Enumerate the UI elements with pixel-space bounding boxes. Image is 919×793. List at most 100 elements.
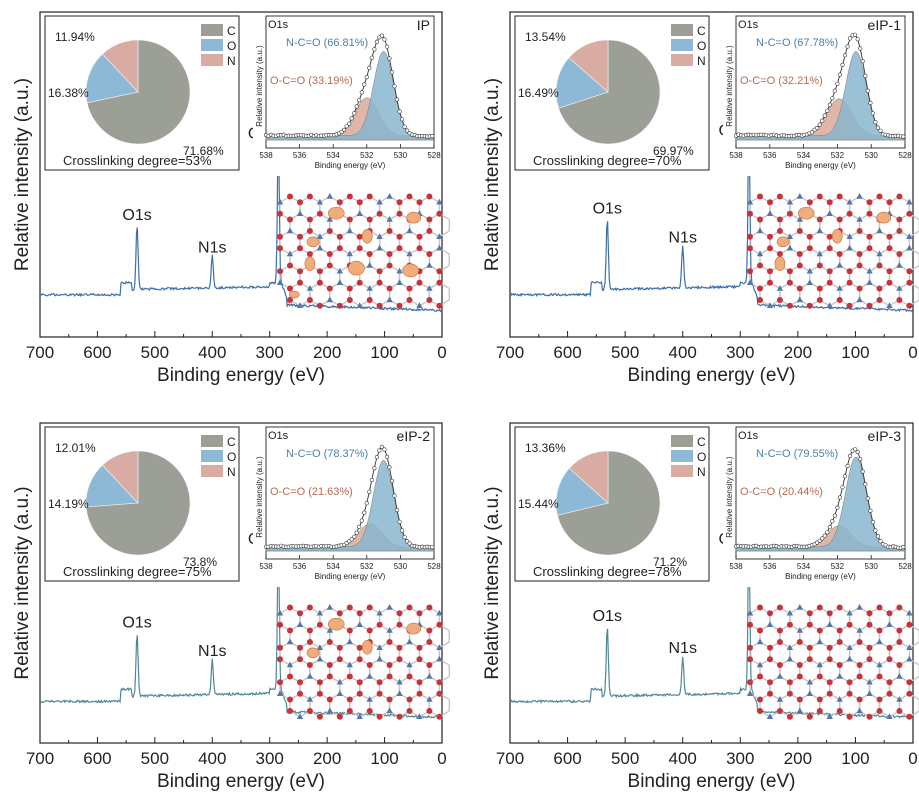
o1s-data-point [825,108,830,113]
o1s-data-point [379,33,385,38]
network-node-oxygen [767,245,773,252]
carboxyl-defect [406,211,422,224]
network-node-oxygen [396,245,403,252]
network-node-oxygen [747,679,753,686]
pie-legend-label-c: C [697,435,706,449]
o1s-data-point [379,444,385,450]
network-node-oxygen [416,233,423,240]
network-node-nitrogen [746,279,754,285]
network-node-oxygen [896,604,903,611]
network-node-oxygen [376,268,383,275]
pie-legend-swatch-o [671,450,693,462]
o1s-inset-bg [253,427,439,587]
network-node-oxygen [796,696,803,703]
network-node-nitrogen [376,198,383,205]
network-node-nitrogen [386,627,393,633]
network-node-oxygen [406,285,413,292]
network-node-oxygen [826,644,833,651]
network-node-oxygen [826,656,833,663]
network-node-nitrogen [406,227,413,234]
o1s-data-point [852,447,858,452]
network-node-oxygen [806,713,813,720]
network-node-oxygen [757,627,763,634]
carboxyl-defect [304,256,316,272]
network-node-nitrogen [756,250,764,257]
network-node-oxygen [366,662,373,668]
network-node-oxygen [796,673,803,680]
x-tick-label: 300 [256,343,284,362]
network-node-nitrogen [326,216,334,222]
network-node-oxygen [906,690,913,697]
carboxyl-defect [797,206,815,220]
pie-legend-swatch-n [201,54,223,66]
o1s-data-point [860,469,865,474]
network-node-oxygen [816,604,823,611]
network-node-oxygen [376,621,383,628]
o1s-data-point [397,519,402,524]
o1s-data-point [367,489,372,494]
network-node-nitrogen [856,604,863,610]
network-node-oxygen [306,627,313,634]
network-node-oxygen [747,644,753,651]
network-node-oxygen [836,662,843,668]
network-node-nitrogen [756,661,764,668]
network-node-oxygen [277,644,283,651]
o1s-data-point [825,530,830,535]
network-node-oxygen [386,696,393,703]
pie-label-o: 14.19% [48,497,89,511]
x-axis-label: Binding energy (eV) [628,365,796,386]
network-node-oxygen [396,199,403,206]
o1s-x-tick-label: 538 [259,562,273,571]
network-node-oxygen [886,610,893,617]
network-node-oxygen [886,656,893,663]
pie-legend-label-n: N [697,54,706,68]
pie-label-c: 71.2% [653,555,687,569]
network-node-oxygen [776,708,783,714]
o1s-inset-bg [253,16,439,176]
network-node-oxygen [796,662,803,668]
network-node-nitrogen [296,302,304,308]
network-node-oxygen [426,708,433,714]
o1s-x-tick-label: 530 [865,151,879,160]
network-node-oxygen [886,199,893,206]
network-node-oxygen [426,627,433,634]
network-node-oxygen [406,673,413,680]
x-tick-label: 700 [26,749,54,768]
o1s-x-tick-label: 538 [729,562,743,571]
o1s-x-tick-label: 530 [394,562,408,571]
network-node-oxygen [826,690,833,697]
network-node-oxygen [396,713,403,720]
network-node-oxygen [786,690,793,697]
network-node-oxygen [747,245,753,252]
network-node-oxygen [287,297,293,303]
carboxyl-defect [289,290,300,299]
network-node-oxygen [896,216,903,223]
o1s-data-point [820,118,825,123]
o1s-data-point [367,65,372,71]
o1s-x-tick-label: 528 [427,562,441,571]
o1s-data-point [820,536,825,541]
pie-legend-label-n: N [697,465,706,479]
o1s-data-point [342,127,347,132]
network-node-oxygen [336,245,343,252]
network-node-oxygen [876,696,883,703]
carboxyl-defect [876,211,892,224]
network-node-oxygen [886,679,893,686]
network-node-oxygen [306,193,313,200]
o1s-data-point [344,124,349,129]
o1s-x-tick-label: 534 [327,151,341,160]
network-node-oxygen [866,210,873,217]
pie-legend-swatch-o [201,39,223,51]
o1s-y-axis-label: Relative intensity (a.u.) [725,45,734,127]
network-node-oxygen [876,604,883,611]
network-node-nitrogen [276,279,284,285]
o1s-nco-label: N-C=O (78.37%) [286,448,368,460]
network-node-oxygen [386,251,393,257]
network-node-oxygen [876,285,883,292]
network-node-oxygen [316,268,323,275]
network-node-nitrogen [786,644,794,650]
network-node-oxygen [806,302,813,309]
network-node-oxygen [776,251,783,257]
network-node-oxygen [856,673,863,680]
o1s-data-point [835,81,840,86]
